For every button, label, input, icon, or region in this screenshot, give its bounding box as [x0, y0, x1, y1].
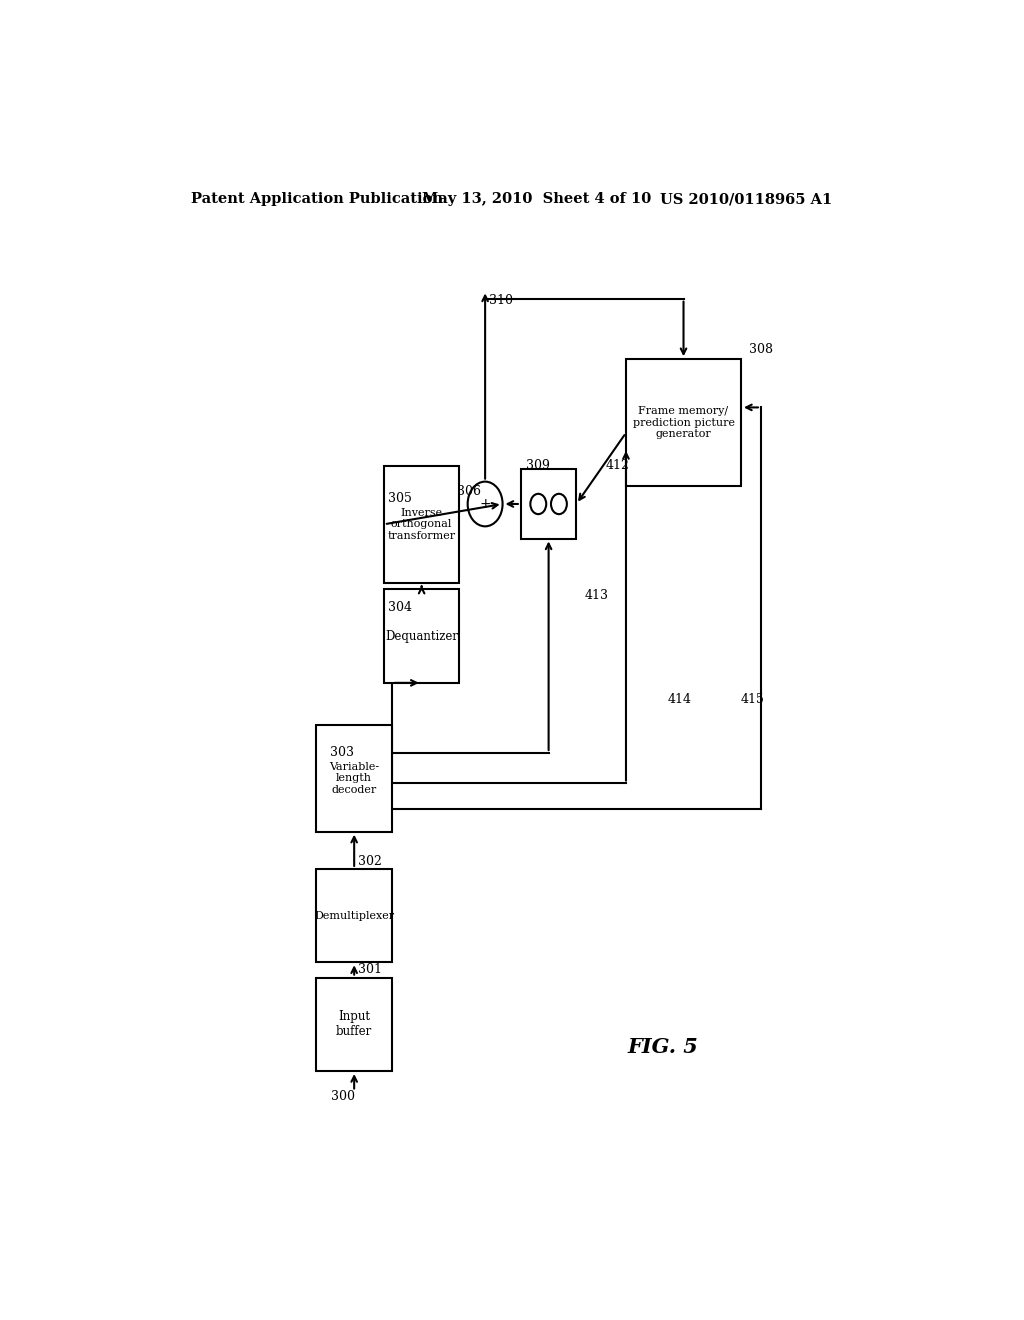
- Text: 305: 305: [387, 492, 412, 506]
- Text: 412: 412: [606, 459, 630, 471]
- Text: 300: 300: [331, 1090, 355, 1104]
- Bar: [384, 466, 460, 582]
- Text: 304: 304: [387, 601, 412, 614]
- Text: Input
buffer: Input buffer: [336, 1010, 373, 1039]
- Text: 306: 306: [458, 486, 481, 498]
- Bar: [384, 589, 460, 682]
- Text: +: +: [479, 496, 490, 511]
- Text: 415: 415: [740, 693, 765, 706]
- Bar: [316, 725, 392, 832]
- Text: 310: 310: [489, 294, 513, 308]
- Text: Inverse
orthogonal
transformer: Inverse orthogonal transformer: [387, 508, 456, 541]
- Text: 302: 302: [358, 855, 382, 869]
- Text: Patent Application Publication: Patent Application Publication: [191, 193, 443, 206]
- Text: US 2010/0118965 A1: US 2010/0118965 A1: [659, 193, 831, 206]
- Text: Dequantizer: Dequantizer: [385, 630, 458, 643]
- Text: Demultiplexer: Demultiplexer: [314, 911, 394, 920]
- Text: FIG. 5: FIG. 5: [628, 1036, 698, 1057]
- Bar: [626, 359, 741, 486]
- Text: 303: 303: [331, 747, 354, 759]
- Text: 301: 301: [358, 964, 382, 975]
- Text: 308: 308: [750, 343, 773, 356]
- Bar: [316, 869, 392, 962]
- Text: Frame memory/
prediction picture
generator: Frame memory/ prediction picture generat…: [633, 407, 734, 440]
- Bar: [316, 978, 392, 1071]
- Text: 413: 413: [585, 589, 609, 602]
- Bar: [521, 470, 577, 539]
- Text: 309: 309: [526, 459, 550, 471]
- Text: Variable-
length
decoder: Variable- length decoder: [329, 762, 379, 795]
- Text: May 13, 2010  Sheet 4 of 10: May 13, 2010 Sheet 4 of 10: [422, 193, 651, 206]
- Text: 414: 414: [668, 693, 691, 706]
